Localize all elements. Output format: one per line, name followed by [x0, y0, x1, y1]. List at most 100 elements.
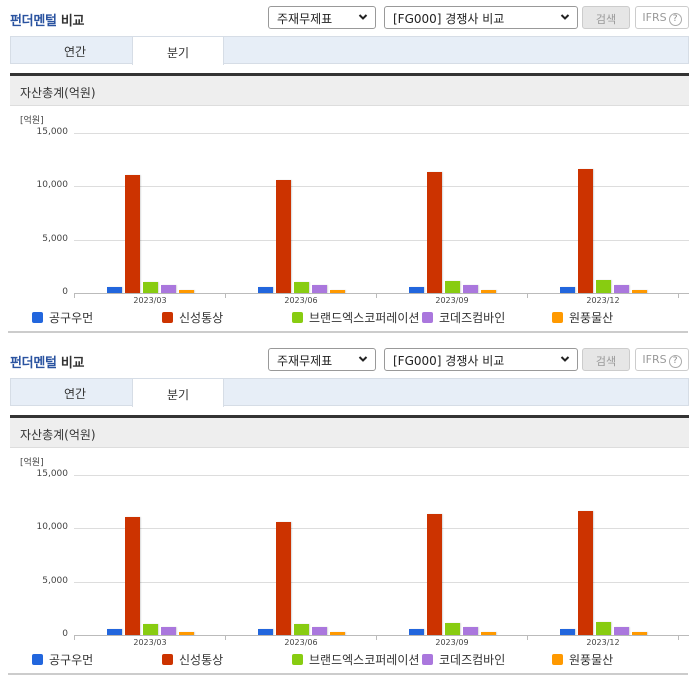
x-tick-label: 2023/12 — [586, 638, 620, 647]
y-tick-label: 15,000 — [36, 469, 69, 479]
compare-select-value: [FG000] 경쟁사 비교 — [393, 12, 505, 26]
bar-1[interactable] — [560, 628, 575, 635]
legend-label: 브랜드엑스코퍼레이션 — [309, 653, 420, 667]
bar-5[interactable] — [179, 631, 194, 635]
bar-2[interactable] — [578, 169, 593, 293]
y-tick-label: 10,000 — [36, 522, 69, 533]
bar-2[interactable] — [427, 172, 442, 293]
legend-swatch-icon — [552, 654, 563, 665]
bar-5[interactable] — [481, 289, 496, 293]
bar-5[interactable] — [632, 289, 647, 293]
bar-2[interactable] — [276, 180, 291, 293]
bar-5[interactable] — [330, 631, 345, 635]
bar-4[interactable] — [614, 284, 629, 293]
ifrs-button[interactable]: IFRS? — [635, 348, 689, 371]
unit-label: [억원] — [20, 116, 44, 126]
legend-item[interactable]: 공구우먼 — [32, 309, 93, 326]
chevron-down-icon — [358, 14, 368, 20]
legend-label: 코데즈컴바인 — [439, 311, 506, 325]
search-button[interactable]: 검색 — [582, 6, 630, 29]
x-tick-mark — [527, 635, 528, 640]
bar-3[interactable] — [445, 622, 460, 635]
bar-4[interactable] — [312, 284, 327, 293]
bar-2[interactable] — [125, 517, 140, 635]
legend-item[interactable]: 원풍물산 — [552, 309, 613, 326]
legend-swatch-icon — [552, 312, 563, 323]
bar-2[interactable] — [427, 514, 442, 635]
legend-swatch-icon — [292, 654, 303, 665]
x-tick-label: 2023/09 — [435, 296, 469, 305]
bar-3[interactable] — [143, 623, 158, 635]
bar-4[interactable] — [161, 626, 176, 635]
statement-select[interactable]: 주재무제표 — [268, 6, 376, 29]
divider — [8, 331, 688, 333]
legend-item[interactable]: 신성통상 — [162, 651, 223, 668]
ifrs-button[interactable]: IFRS? — [635, 6, 689, 29]
bar-3[interactable] — [596, 621, 611, 635]
period-tabs: 연간 분기 — [10, 378, 689, 407]
help-icon[interactable]: ? — [668, 355, 682, 368]
statement-select-value: 주재무제표 — [277, 12, 333, 26]
legend-item[interactable]: 코데즈컴바인 — [422, 309, 505, 326]
bar-1[interactable] — [409, 628, 424, 635]
x-tick-mark — [678, 635, 679, 640]
compare-select[interactable]: [FG000] 경쟁사 비교 — [384, 6, 578, 29]
bar-5[interactable] — [330, 289, 345, 293]
y-tick-label: 5,000 — [42, 233, 68, 244]
bar-1[interactable] — [258, 628, 273, 635]
bar-2[interactable] — [276, 522, 291, 635]
legend-label: 신성통상 — [179, 311, 224, 325]
bar-4[interactable] — [463, 626, 478, 635]
panel-header: 펀더멘털 비교 주재무제표 [FG000] 경쟁사 비교 검색 IFRS? — [0, 342, 696, 378]
tab-annual[interactable]: 연간 — [63, 387, 87, 401]
legend-item[interactable]: 코데즈컴바인 — [422, 651, 505, 668]
fundamental-compare-panel: 펀더멘털 비교 주재무제표 [FG000] 경쟁사 비교 검색 IFRS? 연간… — [0, 6, 696, 333]
panel-title: 펀더멘털 비교 — [10, 352, 85, 371]
legend-item[interactable]: 브랜드엑스코퍼레이션 — [292, 309, 419, 326]
legend-item[interactable]: 공구우먼 — [32, 651, 93, 668]
bar-1[interactable] — [560, 286, 575, 293]
unit-label: [억원] — [20, 458, 44, 468]
bar-3[interactable] — [294, 281, 309, 293]
tab-quarter[interactable]: 분기 — [132, 378, 224, 407]
bar-1[interactable] — [258, 286, 273, 293]
panel-title: 펀더멘털 비교 — [10, 10, 85, 29]
x-tick-label: 2023/09 — [435, 638, 469, 647]
bar-3[interactable] — [596, 279, 611, 293]
search-button[interactable]: 검색 — [582, 348, 630, 371]
y-tick-label: 10,000 — [36, 180, 69, 191]
legend-item[interactable]: 브랜드엑스코퍼레이션 — [292, 651, 419, 668]
chart-legend: 공구우먼 신성통상 브랜드엑스코퍼레이션 코데즈컴바인 원풍물산 — [0, 305, 696, 327]
title-highlight: 펀더멘털 — [10, 356, 57, 371]
legend-swatch-icon — [162, 654, 173, 665]
legend-item[interactable]: 원풍물산 — [552, 651, 613, 668]
help-icon[interactable]: ? — [668, 13, 682, 26]
bar-2[interactable] — [125, 175, 140, 293]
tab-quarter[interactable]: 분기 — [132, 36, 224, 65]
bar-4[interactable] — [312, 626, 327, 635]
bar-1[interactable] — [107, 628, 122, 635]
bar-4[interactable] — [161, 284, 176, 293]
compare-select-value: [FG000] 경쟁사 비교 — [393, 354, 505, 368]
bar-3[interactable] — [445, 280, 460, 293]
bar-2[interactable] — [578, 511, 593, 635]
bar-5[interactable] — [632, 631, 647, 635]
grid-line — [74, 475, 689, 476]
title-rest: 비교 — [60, 14, 85, 29]
bar-3[interactable] — [294, 623, 309, 635]
legend-item[interactable]: 신성통상 — [162, 309, 223, 326]
bar-4[interactable] — [614, 626, 629, 635]
bar-5[interactable] — [481, 631, 496, 635]
bar-3[interactable] — [143, 281, 158, 293]
section-title: 자산총계(억원) — [10, 73, 689, 106]
x-tick-label: 2023/12 — [586, 296, 620, 305]
bar-4[interactable] — [463, 284, 478, 293]
bar-5[interactable] — [179, 289, 194, 293]
bar-1[interactable] — [409, 286, 424, 293]
compare-select[interactable]: [FG000] 경쟁사 비교 — [384, 348, 578, 371]
x-tick-mark — [376, 293, 377, 298]
x-tick-mark — [225, 635, 226, 640]
tab-annual[interactable]: 연간 — [63, 45, 87, 59]
bar-1[interactable] — [107, 286, 122, 293]
statement-select[interactable]: 주재무제표 — [268, 348, 376, 371]
